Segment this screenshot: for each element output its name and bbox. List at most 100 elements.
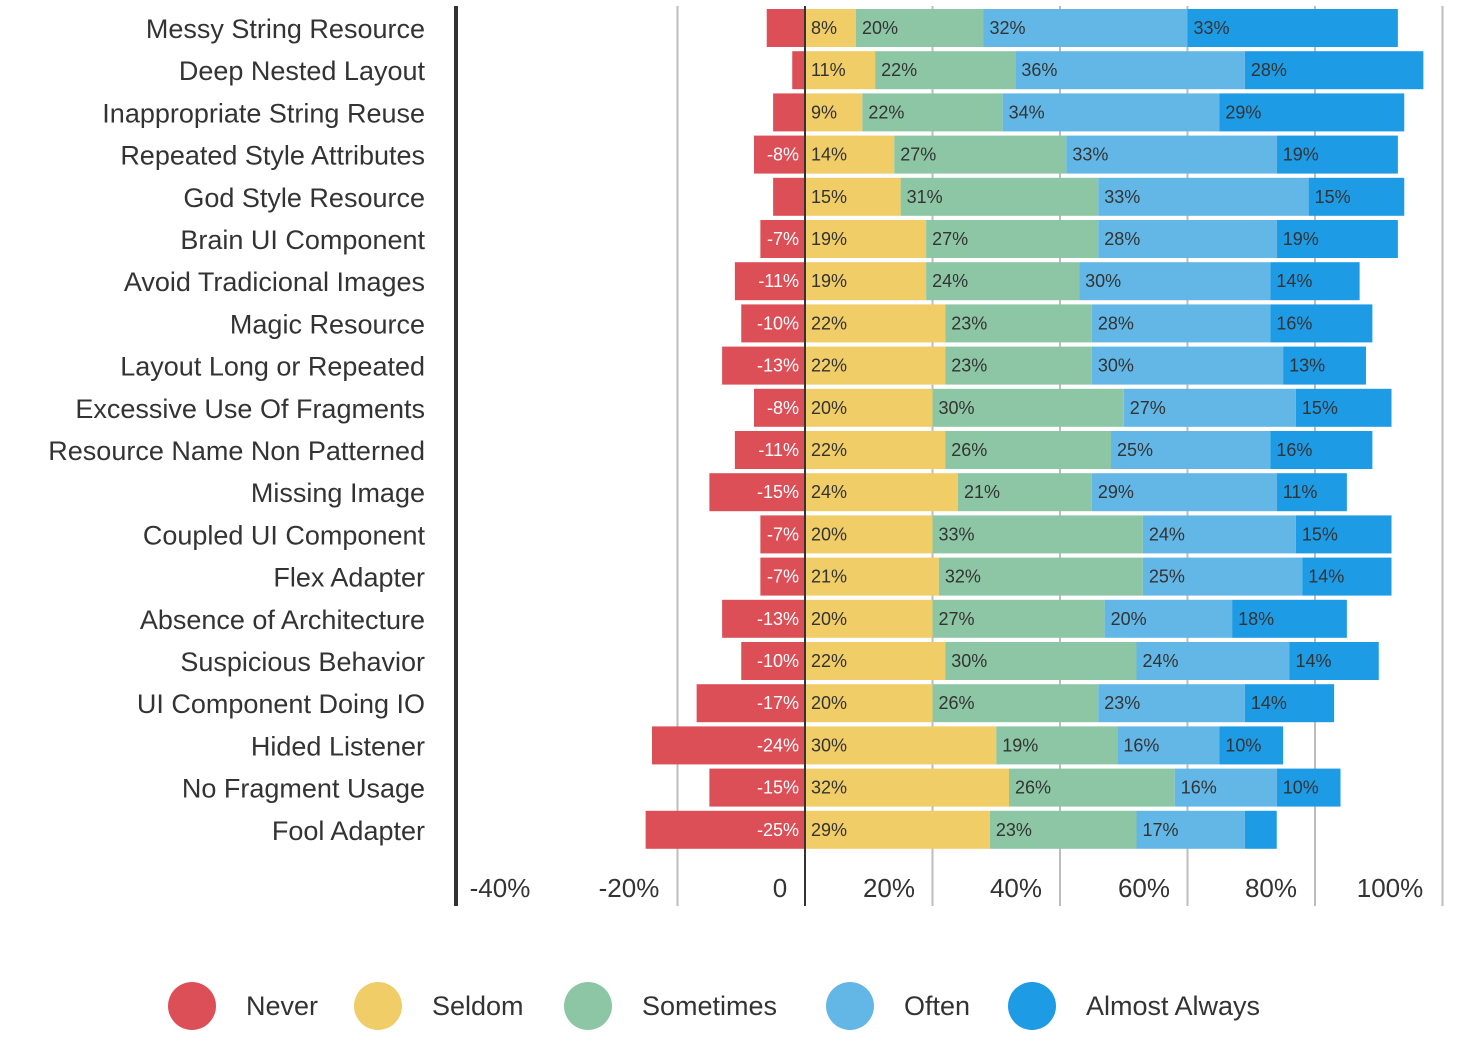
bar-segment-almost-always (1295, 515, 1392, 554)
data-label-often: 30% (1085, 271, 1121, 291)
bar-segment-often (1136, 810, 1245, 849)
data-label-sometimes: 23% (951, 356, 987, 376)
bar-segment-sometimes (945, 304, 1092, 343)
bar-segment-often (1002, 93, 1220, 132)
bar-segment-sometimes (862, 93, 1003, 132)
bar-segment-often (1091, 346, 1284, 385)
bar-segment-never (741, 642, 805, 680)
bar-segment-sometimes (932, 515, 1143, 554)
legend-swatch (354, 982, 402, 1030)
bar-segment-never (754, 388, 805, 427)
data-label-often: 30% (1098, 356, 1134, 376)
category-label: Missing Image (251, 478, 425, 508)
data-label-never: -10% (757, 651, 799, 671)
x-tick-label: -40% (470, 873, 531, 903)
x-tick-label: 80% (1245, 873, 1297, 903)
bar-segment-seldom (805, 431, 946, 469)
data-label-almost-always: 28% (1251, 60, 1287, 80)
data-label-almost-always: 10% (1283, 778, 1319, 798)
axes (454, 6, 806, 906)
data-label-seldom: 15% (811, 187, 847, 207)
data-label-sometimes: 26% (951, 440, 987, 460)
bar-segment-almost-always (1289, 642, 1379, 680)
legend-item-seldom: Seldom (354, 978, 524, 1034)
category-label: Fool Adapter (272, 816, 425, 846)
data-label-never: -7% (767, 524, 799, 544)
legend-item-never: Never (168, 978, 318, 1034)
legend-swatch (1008, 982, 1056, 1030)
data-label-never: -15% (757, 778, 799, 798)
data-label-seldom: 19% (811, 271, 847, 291)
data-label-almost-always: 14% (1276, 271, 1312, 291)
data-label-sometimes: 33% (939, 524, 975, 544)
bar-segment-almost-always (1244, 51, 1424, 90)
bar-segment-seldom (805, 599, 933, 638)
bar-segment-never (754, 135, 805, 174)
x-tick-label: 40% (990, 873, 1042, 903)
data-label-sometimes: 23% (951, 313, 987, 333)
category-label: Magic Resource (230, 309, 425, 339)
data-label-seldom: 20% (811, 398, 847, 418)
data-label-never: -25% (757, 820, 799, 840)
data-label-sometimes: 26% (1015, 778, 1051, 798)
data-label-often: 17% (1143, 820, 1179, 840)
bar-segment-sometimes (875, 51, 1016, 90)
bar-segment-sometimes (894, 135, 1067, 174)
bars (645, 9, 1424, 849)
data-label-almost-always: 14% (1308, 567, 1344, 587)
bar-segment-seldom (805, 768, 1009, 807)
bar-segment-often (1079, 262, 1271, 301)
data-label-almost-always: 33% (1194, 18, 1230, 38)
data-label-never: -7% (767, 229, 799, 249)
data-label-sometimes: 32% (945, 567, 981, 587)
bar-segment-never (760, 557, 805, 596)
bar-segment-often (1111, 431, 1271, 469)
legend-label: Almost Always (1086, 990, 1261, 1021)
data-label-seldom: 22% (811, 313, 847, 333)
bar-segment-seldom (805, 515, 933, 554)
category-label: Resource Name Non Patterned (48, 436, 425, 466)
category-label: Excessive Use Of Fragments (75, 394, 425, 424)
data-label-often: 28% (1104, 229, 1140, 249)
data-label-often: 34% (1009, 102, 1045, 122)
bar-segment-never (645, 810, 805, 849)
bar-segment-seldom (805, 220, 927, 258)
data-label-never: -24% (757, 735, 799, 755)
data-label-never: -11% (758, 271, 799, 291)
data-label-never: -8% (767, 145, 799, 165)
bar-segment-sometimes (945, 642, 1137, 680)
data-label-almost-always: 16% (1276, 440, 1312, 460)
category-label: Brain UI Component (180, 225, 425, 255)
data-label-sometimes: 27% (932, 229, 968, 249)
data-label-often: 25% (1149, 567, 1185, 587)
data-label-never: -10% (757, 313, 799, 333)
bar-segment-sometimes (900, 177, 1099, 216)
data-label-sometimes: 30% (951, 651, 987, 671)
data-label-sometimes: 20% (862, 18, 898, 38)
category-label: Flex Adapter (273, 563, 425, 593)
bar-segment-never (760, 515, 805, 554)
data-label-almost-always: 11% (1283, 482, 1318, 502)
bar-segment-sometimes (926, 220, 1099, 258)
data-label-sometimes: 22% (881, 60, 917, 80)
data-label-seldom: 20% (811, 609, 847, 629)
bar-segment-never (773, 177, 805, 216)
bar-segment-often (1174, 768, 1277, 807)
data-label-almost-always: 19% (1283, 229, 1319, 249)
bar-segment-almost-always (1244, 684, 1335, 723)
bar-segment-seldom (805, 262, 927, 301)
x-tick-label: 20% (863, 873, 915, 903)
data-label-almost-always: 14% (1251, 693, 1287, 713)
legend-item-sometimes: Sometimes (564, 978, 777, 1034)
data-label-often: 28% (1098, 313, 1134, 333)
bar-segment-almost-always (1187, 9, 1398, 47)
bar-segment-never (709, 473, 805, 512)
x-tick-label: -20% (599, 873, 660, 903)
bar-segment-often (1015, 51, 1245, 90)
bar-segment-almost-always (1219, 93, 1405, 132)
data-label-sometimes: 23% (996, 820, 1032, 840)
bar-segment-never (766, 9, 805, 47)
category-label: Messy String Resource (146, 14, 425, 44)
legend-label: Never (246, 990, 319, 1021)
category-label: God Style Resource (183, 183, 425, 213)
